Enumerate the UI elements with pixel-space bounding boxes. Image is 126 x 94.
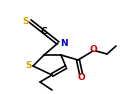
Text: C: C (41, 28, 47, 36)
Text: S: S (26, 61, 32, 70)
Text: O: O (77, 72, 85, 81)
Text: O: O (89, 45, 97, 55)
Text: S: S (23, 17, 29, 25)
Text: N: N (60, 39, 68, 47)
